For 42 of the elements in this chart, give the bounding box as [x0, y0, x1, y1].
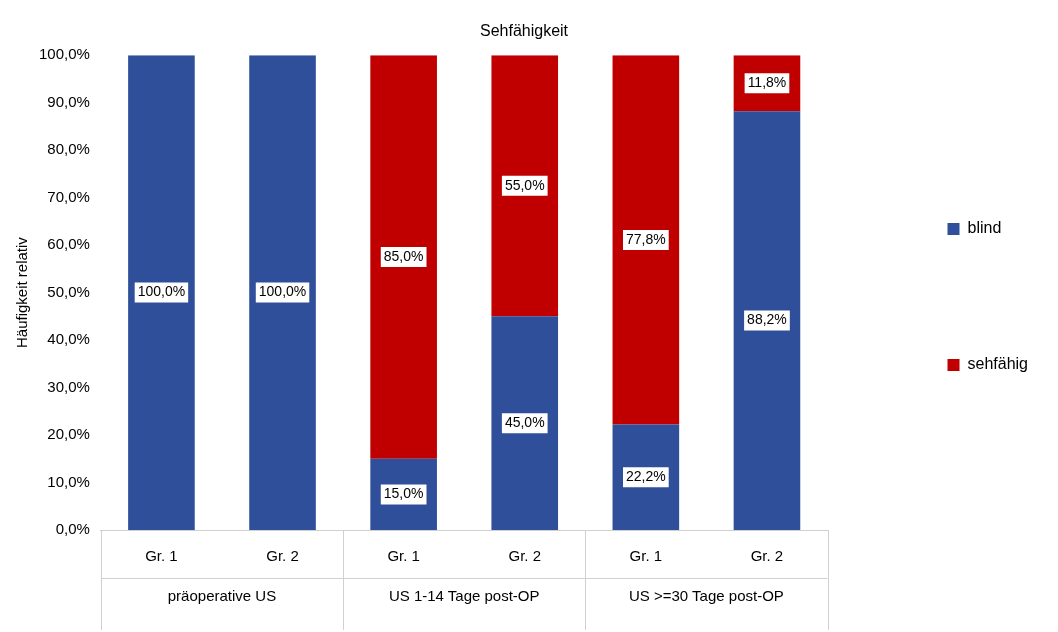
bar — [491, 316, 559, 530]
data-label: 22,2% — [626, 468, 666, 485]
bar — [128, 55, 195, 530]
x-tick-label: Gr. 2 — [508, 547, 541, 565]
bar — [612, 55, 680, 425]
y-tick-label: 80,0% — [47, 140, 90, 158]
data-label: 85,0% — [383, 247, 424, 264]
y-tick-label: 90,0% — [47, 92, 90, 110]
data-label: 88,2% — [747, 311, 787, 328]
y-tick-label: 10,0% — [47, 472, 90, 490]
bar — [370, 55, 437, 459]
data-label: 55,0% — [504, 176, 545, 193]
bar — [733, 111, 801, 530]
x-tick-label: Gr. 1 — [629, 547, 663, 565]
x-tick-label: Gr. 2 — [750, 547, 784, 565]
data-label: 77,8% — [626, 230, 666, 247]
bar — [612, 424, 680, 530]
y-tick-label: 70,0% — [47, 187, 90, 205]
x-tick-label: Gr. 1 — [145, 547, 178, 565]
data-label: 45,0% — [504, 414, 545, 431]
x-tick-label: Gr. 2 — [266, 547, 299, 565]
y-tick-label: 60,0% — [47, 235, 90, 253]
bar — [491, 55, 559, 317]
data-label: 100,0% — [137, 283, 186, 300]
x-tick-label: Gr. 1 — [387, 547, 420, 565]
legend-label: sehfähig — [967, 355, 1029, 373]
y-tick-label: 100,0% — [39, 45, 90, 63]
data-label: 11,8% — [747, 74, 787, 91]
data-label: 15,0% — [383, 485, 424, 502]
y-tick-label: 50,0% — [47, 282, 90, 300]
y-tick-label: 0,0% — [55, 520, 90, 538]
bar — [249, 55, 316, 530]
chart-title: Sehfähigkeit — [479, 22, 569, 40]
y-axis-title: Häufigkeit relativ — [13, 236, 31, 349]
legend-label: blind — [967, 219, 1002, 237]
data-label: 100,0% — [258, 283, 307, 300]
y-tick-label: 30,0% — [47, 377, 90, 395]
y-tick-label: 20,0% — [47, 425, 90, 443]
text: präoperative US — [167, 587, 277, 605]
text: US 1-14 Tage post-OP — [388, 587, 540, 605]
y-tick-label: 40,0% — [47, 330, 90, 348]
text: US >=30 Tage post-OP — [628, 587, 784, 605]
